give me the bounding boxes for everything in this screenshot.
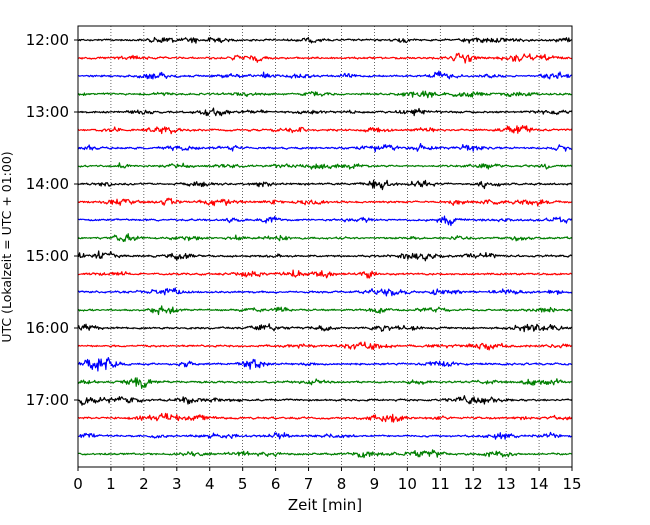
x-tick-label: 8 [337,475,347,493]
trace-line [77,162,573,170]
x-tick-label: 1 [106,475,116,493]
y-tick-label: 15:00 [26,247,69,265]
trace-line [77,107,573,117]
y-axis-label: UTC (Lokalzeit = UTC + 01:00) [0,151,14,342]
trace-line [77,323,573,333]
x-axis-label: Zeit [min] [288,496,362,514]
x-tick-label: 5 [238,475,248,493]
x-tick-label: 14 [530,475,549,493]
trace-line [77,36,572,44]
trace-line [77,269,573,279]
x-tick-label: 4 [205,475,215,493]
trace-line [77,70,573,80]
trace-line [77,233,573,243]
trace-line [77,395,573,406]
trace-line [77,125,573,135]
trace-line [77,305,573,316]
x-tick-label: 9 [370,475,380,493]
x-tick-label: 0 [73,475,83,493]
trace-line [77,287,573,297]
trace-line [77,52,573,64]
y-tick-label: 13:00 [26,103,69,121]
y-tick-label: 12:00 [26,31,69,49]
trace-line [77,341,573,351]
trace-line [77,179,573,191]
trace-line [78,449,573,459]
trace-line [77,377,572,389]
y-tick-label: 17:00 [26,391,69,409]
x-tick-label: 15 [562,475,581,493]
trace-line [77,357,573,372]
x-tick-label: 6 [271,475,281,493]
trace-line [77,215,573,227]
x-tick-label: 2 [139,475,149,493]
y-axis-ticks: 12:00 13:00 14:00 15:00 16:00 17:00 [26,31,78,409]
trace-line [77,90,573,99]
x-tick-label: 11 [431,475,450,493]
x-axis-ticks: 0 1 2 3 4 5 6 7 8 9 10 11 12 13 14 15 [73,467,582,493]
seismogram-traces [77,36,573,459]
trace-line [77,197,573,207]
x-tick-label: 13 [497,475,516,493]
trace-line [77,412,573,423]
x-tick-label: 12 [464,475,483,493]
trace-line [77,143,573,153]
plot-frame [77,25,573,468]
y-tick-label: 14:00 [26,175,69,193]
y-tick-label: 16:00 [26,319,69,337]
trace-line [77,431,573,440]
x-tick-label: 10 [398,475,417,493]
trace-line [77,250,573,262]
x-tick-label: 3 [172,475,182,493]
x-tick-label: 7 [304,475,314,493]
